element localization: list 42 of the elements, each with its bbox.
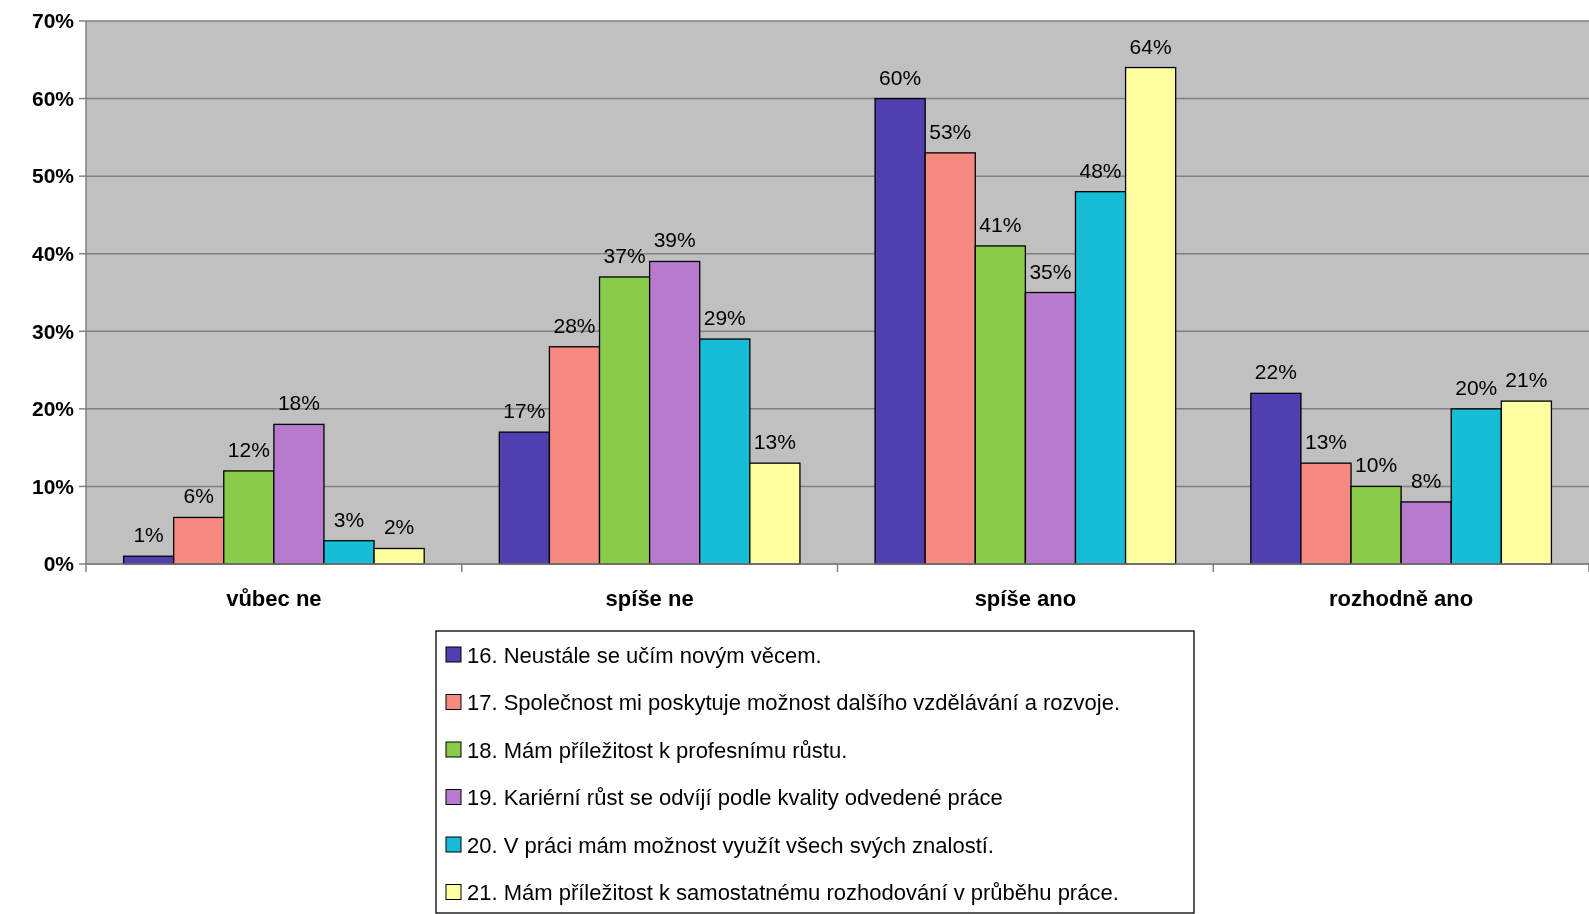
y-tick-label: 20%	[31, 397, 75, 421]
x-tick-label: spíše ano	[974, 586, 1077, 611]
data-label: 13%	[753, 430, 796, 454]
legend-label: 18. Mám příležitost k profesnímu růstu.	[467, 737, 848, 763]
x-tick-label: spíše ne	[605, 586, 694, 611]
data-label: 28%	[553, 313, 596, 337]
y-tick-label: 10%	[31, 474, 75, 498]
y-tick-label: 50%	[31, 164, 75, 188]
data-label: 53%	[929, 119, 972, 143]
y-tick-label: 40%	[31, 242, 75, 266]
data-label: 64%	[1129, 34, 1172, 58]
data-label: 12%	[227, 437, 270, 461]
data-label: 20%	[1455, 375, 1498, 399]
data-label: 3%	[333, 507, 365, 531]
y-tick-label: 30%	[31, 319, 75, 343]
data-label: 21%	[1505, 368, 1548, 392]
y-tick-label: 60%	[31, 86, 75, 110]
data-label: 10%	[1355, 453, 1398, 477]
data-label: 29%	[703, 306, 746, 330]
data-label: 37%	[603, 243, 646, 267]
data-label: 2%	[383, 515, 415, 539]
data-label: 1%	[133, 523, 164, 547]
data-label: 35%	[1029, 259, 1072, 283]
data-label: 22%	[1254, 360, 1297, 384]
y-tick-label: 70%	[31, 9, 75, 33]
data-label: 60%	[879, 65, 922, 89]
legend-label: 19. Kariérní růst se odvíjí podle kvality odvedené práce	[467, 785, 1003, 811]
data-label: 6%	[183, 484, 214, 508]
data-label: 39%	[653, 228, 696, 252]
x-tick-label: vůbec ne	[226, 586, 322, 611]
data-label: 8%	[1411, 468, 1442, 492]
data-label: 48%	[1079, 158, 1122, 182]
legend-label: 21. Mám příležitost k samostatnému rozhodování v průběhu práce.	[467, 880, 1119, 906]
y-tick-label: 0%	[43, 552, 75, 576]
x-tick-label: rozhodně ano	[1329, 586, 1474, 611]
legend-label: 16. Neustále se učím novým věcem.	[467, 642, 822, 668]
data-label: 41%	[979, 212, 1022, 236]
data-label: 18%	[277, 391, 320, 415]
data-label: 13%	[1304, 430, 1347, 454]
legend-label: 20. V práci mám možnost využít všech svých znalostí.	[467, 832, 994, 858]
data-label: 17%	[503, 399, 546, 423]
legend-label: 17. Společnost mi poskytuje možnost dalšího vzdělávání a rozvoje.	[467, 690, 1121, 716]
